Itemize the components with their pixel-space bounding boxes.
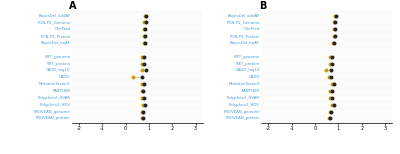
Point [141,83,147,85]
Point [140,103,146,106]
Point [331,28,337,30]
Point [331,42,338,44]
Point [139,62,146,65]
Point [140,117,146,120]
Point [130,76,136,79]
Point [330,83,337,85]
Point [140,42,147,44]
Point [139,55,146,58]
Point [330,42,337,44]
Point [141,97,147,99]
Point [328,110,334,113]
Point [330,35,337,37]
Point [139,83,146,85]
Text: B: B [259,1,266,11]
Point [327,62,333,65]
Point [142,103,148,106]
Point [327,90,333,92]
Point [331,21,337,24]
Point [322,69,329,72]
Point [328,76,334,79]
Point [139,76,145,79]
Point [139,90,145,92]
Point [327,97,333,99]
Point [329,103,335,106]
Point [141,62,147,65]
Point [332,14,338,17]
Point [139,117,145,120]
Point [142,35,148,37]
Point [139,97,145,99]
Point [329,62,335,65]
Point [142,42,148,44]
Point [329,55,335,58]
Point [329,90,335,92]
Point [142,28,149,30]
Point [332,35,338,37]
Point [139,69,145,72]
Point [329,83,335,85]
Point [326,76,333,79]
Point [140,110,146,113]
Point [143,14,149,17]
Point [143,21,149,24]
Point [327,117,333,120]
Point [142,14,148,17]
Point [332,21,338,24]
Point [141,21,148,24]
Point [139,110,145,113]
Point [141,35,147,37]
Point [332,28,338,30]
Point [328,69,334,72]
Point [143,69,149,72]
Point [330,103,337,106]
Text: A: A [69,1,77,11]
Point [332,14,339,17]
Point [141,28,148,30]
Point [140,90,146,92]
Point [326,117,333,120]
Point [327,110,333,113]
Point [141,55,147,58]
Point [329,97,335,99]
Point [327,55,333,58]
